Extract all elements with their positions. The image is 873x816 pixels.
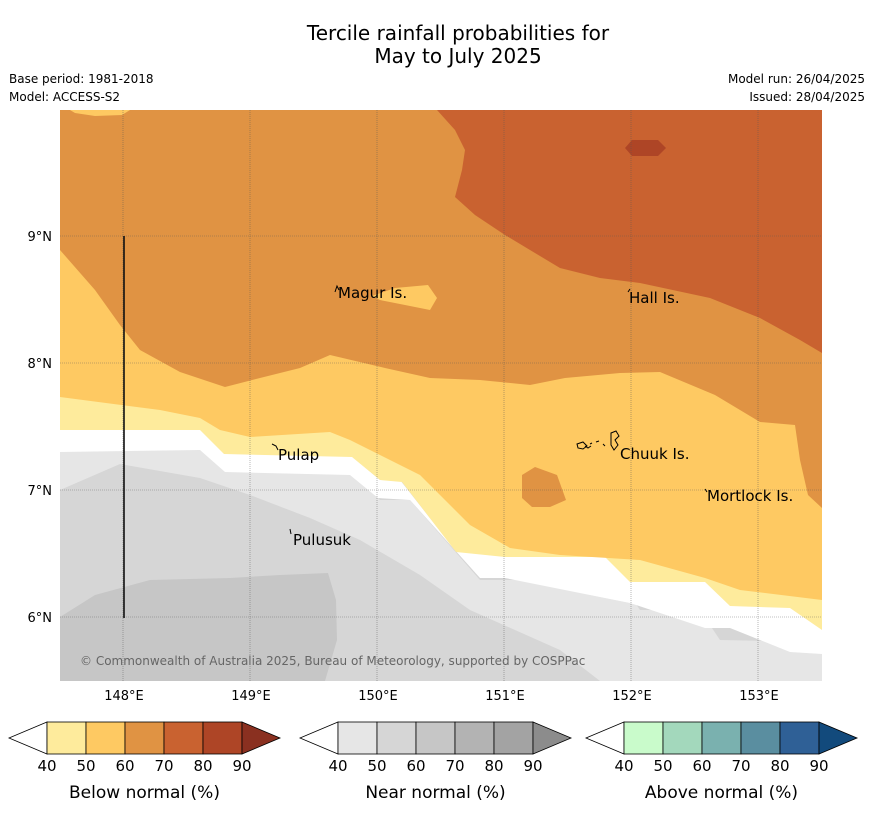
above-normal-colorbar-tick: 60 [692,757,711,775]
above-normal-colorbar-label: Above normal (%) [645,783,798,803]
near-normal-colorbar-tick: 40 [328,757,347,775]
near-normal-colorbar: 40 50 60 70 80 90 Near normal (%) [298,721,573,803]
below-normal-colorbar-low-extend [7,721,48,755]
island-label-hall: Hall Is. [629,289,680,307]
near-normal-colorbar-tick: 80 [484,757,503,775]
below-normal-colorbar: 40 50 60 70 80 90 Below normal (%) [7,721,282,803]
lon-tick-151e: 151°E [485,689,525,704]
island-label-pulap: Pulap [278,446,319,464]
below-normal-colorbar-cell [124,721,165,755]
near-normal-70-region [60,573,337,681]
issued-text: Issued: 28/04/2025 [749,90,865,104]
above-normal-colorbar: 40 50 60 70 80 90 Above normal (%) [584,721,859,803]
pulap-island-shape [271,443,279,451]
below-normal-60-70-pocket [522,467,566,507]
above-normal-colorbar-high-extend [818,721,859,755]
above-normal-colorbar-cell [662,721,703,755]
near-normal-colorbar-tick: 70 [445,757,464,775]
lon-tick-150e: 150°E [358,689,398,704]
near-normal-colorbar-tick: 50 [367,757,386,775]
below-normal-70-80-region [437,110,822,353]
island-label-chuuk: Chuuk Is. [620,445,689,463]
above-normal-colorbar-cell [623,721,664,755]
below-normal-colorbar-tick: 80 [193,757,212,775]
island-label-mortlock: Mortlock Is. [707,487,793,505]
above-normal-colorbar-cell [701,721,742,755]
near-normal-colorbar-tick: 60 [406,757,425,775]
above-normal-colorbar-cell [740,721,781,755]
below-normal-colorbar-cell [163,721,204,755]
lat-tick-6n: 6°N [28,611,53,626]
near-normal-colorbar-cell [337,721,378,755]
gridlines [60,110,822,681]
above-normal-colorbar-cell [779,721,820,755]
near-normal-colorbar-cell [376,721,417,755]
model-run-text: Model run: 26/04/2025 [727,72,865,86]
hall-island-shape [627,288,631,293]
island-label-pulusuk: Pulusuk [293,531,351,549]
above-normal-colorbar-tick: 70 [731,757,750,775]
below-normal-80-90-pocket [625,140,666,156]
lon-tick-148e: 148°E [104,689,144,704]
lat-tick-7n: 7°N [28,484,53,499]
map-title: Tercile rainfall probabilities for May t… [0,22,873,68]
near-normal-colorbar-cell [454,721,495,755]
below-normal-colorbar-tick: 90 [232,757,251,775]
base-period-text: Base period: 1981-2018 [9,72,154,86]
meta-left: Base period: 1981-2018 Model: ACCESS-S2 [9,70,154,106]
meta-right: Model run: 26/04/2025 Issued: 28/04/2025 [728,70,865,106]
neutral-region [60,428,822,654]
title-line-2: May to July 2025 [374,44,542,68]
near-normal-colorbar-label: Near normal (%) [365,783,505,803]
below-normal-colorbar-label: Below normal (%) [69,783,220,803]
model-text: Model: ACCESS-S2 [9,90,121,104]
below-normal-colorbar-cell [46,721,87,755]
lon-tick-labels: 148°E 149°E 150°E 151°E 152°E 153°E [104,689,779,704]
island-label-magur: Magur Is. [338,284,407,302]
near-normal-colorbar-tick: 90 [523,757,542,775]
island-outlines [271,284,708,535]
above-normal-colorbar-low-extend [584,721,625,755]
near-normal-colorbar-low-extend [298,721,339,755]
probability-shading [60,110,822,681]
lat-tick-labels: 9°N 8°N 7°N 6°N [28,230,53,626]
below-normal-colorbar-tick: 70 [154,757,173,775]
pulusuk-island-shape [289,528,292,535]
below-normal-colorbar-tick: 40 [37,757,56,775]
near-normal-colorbar-high-extend [532,721,573,755]
copyright-text: © Commonwealth of Australia 2025, Bureau… [80,654,585,668]
near-normal-colorbar-cell [493,721,534,755]
near-normal-colorbar-cell [415,721,456,755]
below-normal-colorbar-cell [202,721,243,755]
below-normal-colorbar-tick: 60 [115,757,134,775]
lon-tick-153e: 153°E [739,689,779,704]
below-normal-colorbar-cell [85,721,126,755]
above-normal-colorbar-tick: 50 [653,757,672,775]
below-normal-colorbar-tick: 50 [76,757,95,775]
near-normal-50-region [60,450,822,681]
below-normal-50-60-pocket [372,285,437,310]
colorbars: 40 50 60 70 80 90 Below normal (%) 40 50 60 70 80 90… [7,721,859,803]
island-labels: Magur Is. Hall Is. Pulap Chuuk Is. Mortl… [278,284,793,549]
lon-tick-152e: 152°E [612,689,652,704]
lat-tick-9n: 9°N [28,230,53,245]
above-normal-colorbar-tick: 40 [614,757,633,775]
mortlock-island-shape [704,488,708,493]
title-line-1: Tercile rainfall probabilities for [306,21,610,45]
lon-tick-149e: 149°E [231,689,271,704]
above-normal-colorbar-tick: 80 [770,757,789,775]
below-normal-top-left-pocket [70,110,130,116]
lat-tick-8n: 8°N [28,357,53,372]
chuuk-island-shape [576,430,620,451]
below-normal-colorbar-high-extend [241,721,282,755]
magur-island-shape [334,284,340,293]
above-normal-colorbar-tick: 90 [809,757,828,775]
